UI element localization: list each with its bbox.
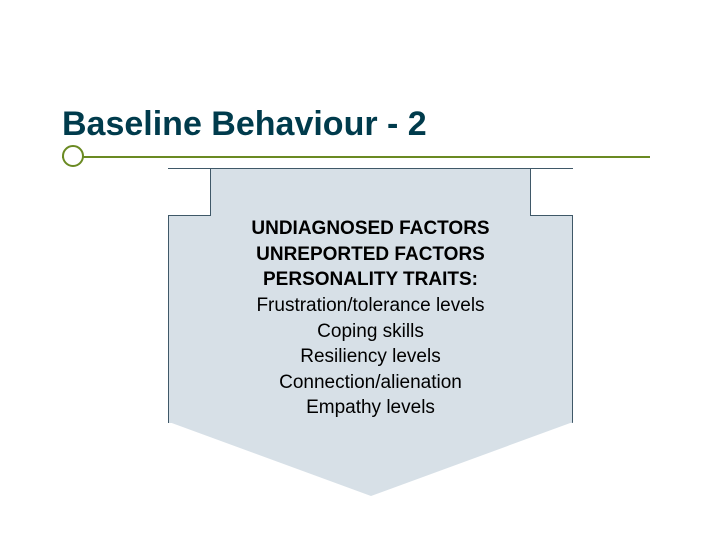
arrow-line: Frustration/tolerance levels	[168, 293, 573, 319]
arrow-text-block: UNDIAGNOSED FACTORS UNREPORTED FACTORS P…	[168, 216, 573, 421]
slide-title: Baseline Behaviour - 2	[62, 105, 427, 144]
arrow-line: Connection/alienation	[168, 370, 573, 396]
arrow-notch-left	[168, 169, 211, 216]
title-underline	[62, 156, 650, 158]
arrow-notch-right	[530, 169, 573, 216]
title-bullet-icon	[62, 145, 84, 167]
arrow-line: UNDIAGNOSED FACTORS	[168, 216, 573, 242]
arrow-line: PERSONALITY TRAITS:	[168, 267, 573, 293]
arrow-line: Resiliency levels	[168, 344, 573, 370]
arrow-line: UNREPORTED FACTORS	[168, 242, 573, 268]
slide: Baseline Behaviour - 2 UNDIAGNOSED FACTO…	[0, 0, 720, 540]
arrow-head	[169, 422, 573, 496]
arrow-line: Coping skills	[168, 319, 573, 345]
arrow-line: Empathy levels	[168, 395, 573, 421]
down-arrow-shape: UNDIAGNOSED FACTORS UNREPORTED FACTORS P…	[168, 168, 573, 498]
